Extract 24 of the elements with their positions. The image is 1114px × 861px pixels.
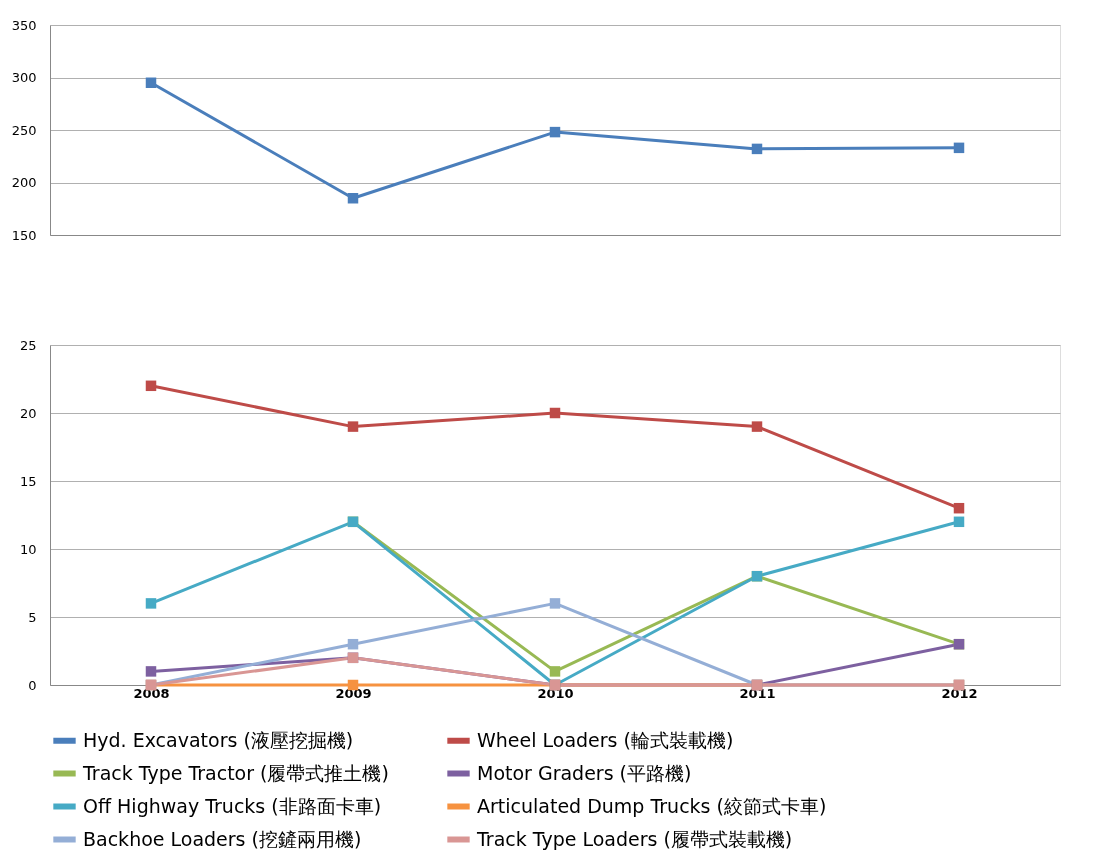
y-tick-label: 200 xyxy=(11,175,37,190)
y-tick-label: 10 xyxy=(19,541,37,557)
y-tick-label: 150 xyxy=(11,227,37,243)
y-tick-label: 5 xyxy=(28,609,37,625)
x-tick-label: 2012 xyxy=(941,685,978,701)
y-tick-label: 350 xyxy=(11,17,37,33)
legend-label: Motor Graders (平路機) xyxy=(477,761,692,784)
legend-label: Backhoe Loaders (挖鏟兩用機) xyxy=(83,827,362,850)
legend-label: Hyd. Excavators (液壓挖掘機) xyxy=(83,728,354,751)
y-tick-label: 250 xyxy=(11,122,37,138)
legend-label: Track Type Tractor (履帶式推土機) xyxy=(82,761,389,784)
legend-label: Track Type Loaders (履帶式裝載機) xyxy=(476,827,793,850)
x-tick-label: 2010 xyxy=(537,685,574,701)
y-tick-label: 25 xyxy=(19,337,37,353)
legend-label: Wheel Loaders (輪式裝載機) xyxy=(477,728,734,751)
y-tick-label: 15 xyxy=(19,473,37,489)
legend-label: Off Highway Trucks (非路面卡車) xyxy=(83,794,382,817)
y-tick-label: 0 xyxy=(28,677,37,693)
y-tick-label: 300 xyxy=(11,70,37,85)
x-tick-label: 2009 xyxy=(335,685,372,701)
x-tick-label: 2008 xyxy=(133,685,170,701)
legend-label: Articulated Dump Trucks (絞節式卡車) xyxy=(477,794,827,817)
x-tick-label: 2011 xyxy=(739,685,776,701)
y-tick-label: 20 xyxy=(19,405,37,421)
